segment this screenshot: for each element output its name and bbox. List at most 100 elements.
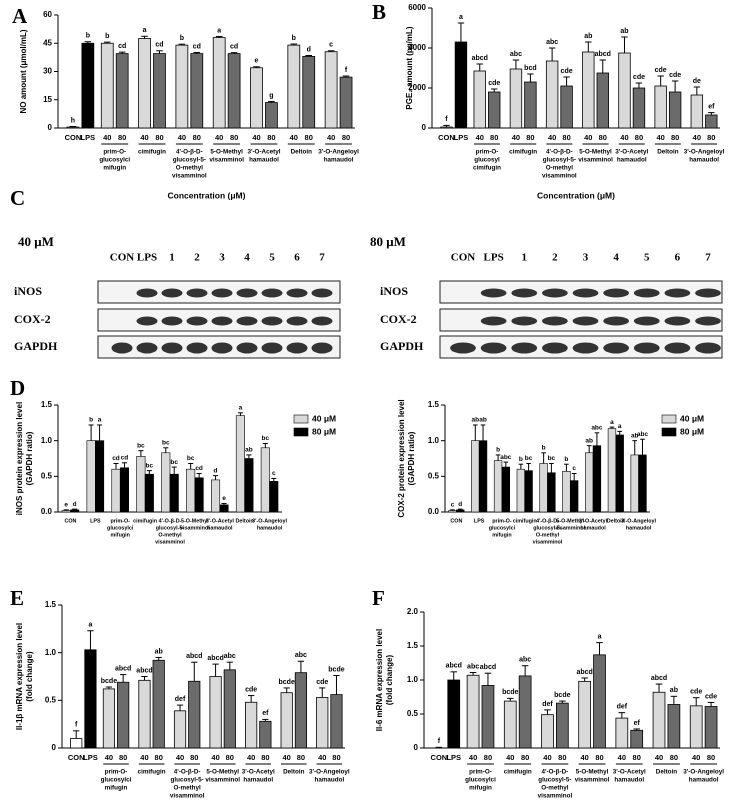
significance-letter: a	[143, 27, 147, 34]
blot-lane-label: 1	[169, 252, 175, 264]
bar	[466, 674, 480, 749]
x-tick-label: 40	[655, 753, 663, 762]
x-tick-label: O-methyl	[536, 532, 560, 538]
significance-letter: bc	[137, 442, 145, 449]
significance-letter: d	[214, 467, 218, 474]
group-label: O-methyl	[176, 165, 204, 172]
y-tick-label: 1.5	[41, 400, 53, 409]
x-tick-label: prim-O-	[110, 518, 130, 524]
significance-letter: b	[496, 447, 500, 454]
significance-letter: f	[75, 722, 78, 729]
group-label: visamminol	[542, 173, 577, 180]
x-tick-label: 5-O-Methyl	[556, 518, 584, 524]
group-label: Deltoin	[656, 769, 677, 776]
blot-concentration: 40 μM	[18, 234, 54, 249]
bar	[61, 510, 71, 513]
x-tick-label: 80	[595, 753, 603, 762]
panel-label: B	[372, 0, 386, 24]
x-tick-label: 80	[633, 753, 641, 762]
blot-lane-label: 6	[294, 252, 300, 264]
group-label: visamminol	[170, 793, 205, 800]
x-tick-label: 4'-O-β-D-	[159, 518, 182, 524]
significance-letter: cde	[316, 679, 328, 686]
bar	[545, 60, 559, 129]
group-label: 3'-O-Angeloyl	[684, 149, 725, 156]
bar	[169, 473, 179, 513]
x-tick-label: LPS	[83, 753, 98, 762]
bar	[245, 701, 258, 749]
bar	[119, 467, 129, 513]
significance-letter: c	[451, 502, 455, 509]
significance-letter: f	[438, 738, 441, 745]
bar	[448, 510, 457, 513]
significance-letter: abcd	[136, 667, 152, 674]
significance-letter: cde	[561, 68, 573, 75]
blot-band	[311, 316, 333, 326]
significance-letter: def	[617, 703, 628, 710]
significance-letter: abcd	[595, 51, 611, 58]
significance-letter: cde	[669, 72, 681, 79]
blot-band	[695, 288, 721, 298]
bar	[244, 458, 254, 513]
blot-band	[286, 316, 308, 326]
significance-letter: e	[64, 502, 68, 509]
significance-letter: b	[519, 456, 523, 463]
x-tick-label: 3'-O-Acetyl	[206, 518, 235, 524]
group-label: prim-O-	[476, 149, 499, 156]
blot-row-label: GAPDH	[14, 339, 58, 353]
x-tick-label: glucosylci	[107, 525, 134, 531]
bar	[668, 91, 682, 129]
significance-letter: ab	[471, 417, 479, 424]
x-axis-label: Concentration (μM)	[537, 190, 615, 200]
panel-label: F	[372, 586, 385, 610]
x-tick-label: 40	[211, 753, 219, 762]
x-tick-label: 40	[247, 753, 255, 762]
x-tick-label: 80	[267, 133, 275, 142]
blot-lane-label: 6	[675, 252, 681, 264]
bar	[259, 720, 272, 749]
x-tick-label: LPS	[454, 133, 469, 142]
significance-letter: ab	[631, 432, 639, 439]
x-tick-label: glucosylci	[489, 525, 516, 531]
significance-letter: h	[71, 117, 75, 124]
significance-letter: bcd	[524, 65, 536, 72]
y-tick-label: 2.0	[407, 607, 419, 616]
bar	[265, 102, 278, 129]
bar	[260, 447, 270, 513]
x-tick-label: 5-O-Methyl	[181, 518, 209, 524]
bar	[481, 685, 495, 749]
bar	[138, 679, 151, 749]
x-tick-label: mifugin	[110, 532, 129, 538]
group-label: glucosylci	[465, 777, 496, 784]
blot-lane-label: 4	[613, 252, 619, 264]
x-tick-label: 80	[261, 753, 269, 762]
y-tick-label: 0.5	[41, 471, 53, 480]
legend-label: 80 μM	[680, 426, 704, 436]
group-label: Deltoin	[283, 769, 304, 776]
bar	[539, 463, 548, 513]
significance-letter: cde	[705, 693, 717, 700]
significance-letter: e	[222, 495, 226, 502]
group-label: hamaudol	[689, 157, 719, 164]
x-tick-label: 40	[327, 133, 335, 142]
x-tick-label: hamaudol	[580, 525, 606, 531]
x-tick-label: 40	[584, 133, 592, 142]
blot-lane-label: CON	[451, 252, 476, 264]
x-tick-label: Deltoin	[236, 518, 254, 524]
x-tick-label: 40	[476, 133, 484, 142]
bar	[115, 53, 129, 129]
significance-letter: cde	[690, 689, 702, 696]
blot-band	[511, 342, 538, 354]
bar	[175, 44, 189, 129]
blot-lane-label: 2	[552, 252, 558, 264]
significance-letter: ab	[584, 33, 592, 40]
x-tick-label: 80	[342, 133, 350, 142]
group-label: hamaudol	[243, 777, 273, 784]
blot-band	[261, 316, 283, 326]
group-label: 4'-O-β-D-	[174, 769, 201, 776]
x-tick-label: 80	[671, 133, 679, 142]
bar	[578, 680, 591, 749]
blot-band	[136, 316, 158, 326]
x-tick-label: 40	[140, 133, 148, 142]
y-tick-label: 1.5	[428, 400, 440, 409]
